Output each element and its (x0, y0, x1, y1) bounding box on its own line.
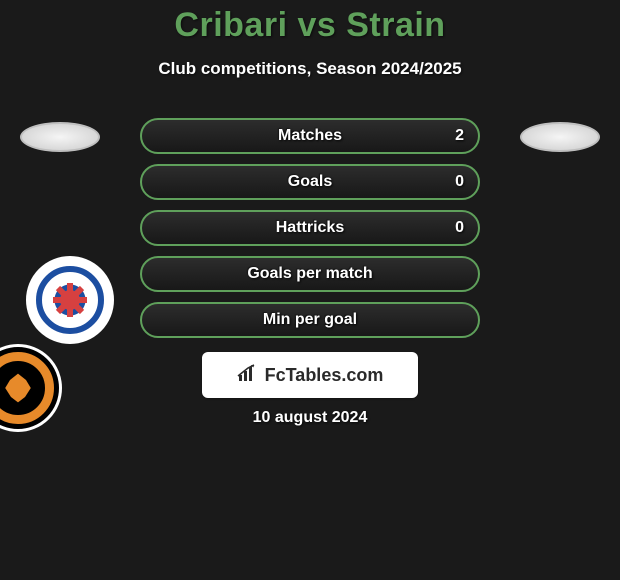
brand-text: FcTables.com (265, 365, 384, 386)
stat-row-goals: Goals 0 (140, 164, 480, 200)
stat-row-matches: Matches 2 (140, 118, 480, 154)
brand-attribution: FcTables.com (202, 352, 418, 398)
stat-value: 0 (455, 173, 464, 191)
rangers-badge-icon (26, 256, 114, 344)
date-label: 10 august 2024 (0, 409, 620, 427)
stat-label: Matches (278, 127, 342, 145)
stat-label: Min per goal (263, 311, 357, 329)
stat-label: Goals per match (247, 265, 372, 283)
player-right-photo (520, 122, 600, 152)
player-left-photo (20, 122, 100, 152)
page-title: Cribari vs Strain (0, 6, 620, 45)
stat-row-goals-per-match: Goals per match (140, 256, 480, 292)
stat-value: 2 (455, 127, 464, 145)
stats-list: Matches 2 Goals 0 Hattricks 0 Goals per … (140, 118, 480, 348)
stat-label: Goals (288, 173, 332, 191)
comparison-card: Cribari vs Strain Club competitions, Sea… (0, 0, 620, 580)
bar-chart-icon (237, 363, 259, 388)
stat-label: Hattricks (276, 219, 344, 237)
page-subtitle: Club competitions, Season 2024/2025 (0, 59, 620, 79)
stat-row-min-per-goal: Min per goal (140, 302, 480, 338)
stat-value: 0 (455, 219, 464, 237)
stat-row-hattricks: Hattricks 0 (140, 210, 480, 246)
